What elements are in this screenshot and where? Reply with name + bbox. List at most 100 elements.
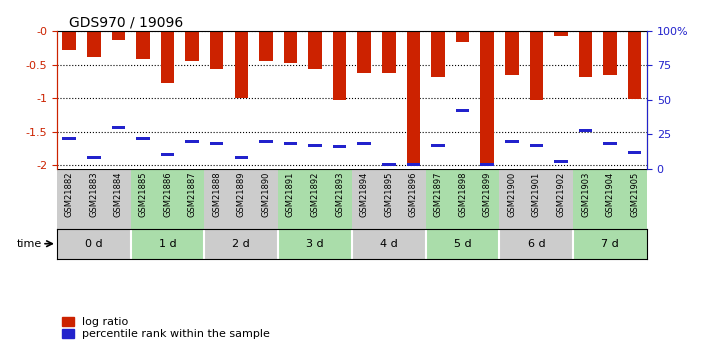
Bar: [210, 142, 223, 145]
Bar: [382, 163, 395, 166]
Text: GSM21893: GSM21893: [335, 171, 344, 217]
Bar: [352, 229, 426, 259]
Bar: [628, 150, 641, 154]
Bar: [63, 137, 76, 140]
Bar: [450, 168, 475, 229]
Bar: [229, 168, 254, 229]
Bar: [205, 168, 229, 229]
Bar: [205, 229, 278, 259]
Bar: [505, 139, 518, 142]
Bar: [106, 168, 131, 229]
Bar: [63, 31, 76, 50]
Bar: [407, 31, 420, 165]
Bar: [309, 144, 322, 147]
Bar: [358, 142, 371, 145]
Text: 7 d: 7 d: [602, 239, 619, 249]
Text: GSM21895: GSM21895: [385, 171, 393, 217]
Bar: [131, 168, 155, 229]
Bar: [554, 31, 567, 36]
Bar: [155, 168, 180, 229]
Bar: [278, 168, 303, 229]
Bar: [499, 168, 524, 229]
Bar: [284, 31, 297, 62]
Text: 2 d: 2 d: [232, 239, 250, 249]
Text: GSM21904: GSM21904: [606, 171, 614, 217]
Bar: [87, 31, 100, 57]
Bar: [499, 229, 573, 259]
Bar: [278, 229, 352, 259]
Bar: [210, 31, 223, 69]
Text: GSM21883: GSM21883: [90, 171, 98, 217]
Bar: [284, 142, 297, 145]
Bar: [137, 31, 150, 59]
Text: GSM21894: GSM21894: [360, 171, 369, 217]
Text: 3 d: 3 d: [306, 239, 324, 249]
Bar: [112, 31, 125, 40]
Text: time: time: [17, 239, 42, 249]
Text: GSM21890: GSM21890: [262, 171, 270, 217]
Bar: [554, 160, 567, 163]
Text: GSM21897: GSM21897: [434, 171, 442, 217]
Text: GSM21889: GSM21889: [237, 171, 246, 217]
Bar: [475, 168, 499, 229]
Bar: [628, 31, 641, 99]
Bar: [505, 31, 518, 75]
Bar: [579, 129, 592, 131]
Bar: [426, 168, 450, 229]
Bar: [186, 139, 199, 142]
Bar: [604, 142, 617, 145]
Bar: [622, 168, 647, 229]
Text: GSM21885: GSM21885: [139, 171, 147, 217]
Text: GSM21900: GSM21900: [507, 171, 516, 217]
Text: 1 d: 1 d: [159, 239, 176, 249]
Text: GSM21901: GSM21901: [532, 171, 541, 217]
Text: GSM21884: GSM21884: [114, 171, 123, 217]
Bar: [161, 31, 174, 83]
Bar: [254, 168, 278, 229]
Legend: log ratio, percentile rank within the sample: log ratio, percentile rank within the sa…: [63, 317, 270, 339]
Bar: [573, 229, 647, 259]
Bar: [407, 163, 420, 166]
Bar: [377, 168, 401, 229]
Bar: [481, 31, 494, 163]
Bar: [579, 31, 592, 77]
Bar: [57, 168, 82, 229]
Bar: [382, 31, 395, 73]
Bar: [180, 168, 205, 229]
Bar: [309, 31, 322, 69]
Text: GSM21887: GSM21887: [188, 171, 197, 217]
Bar: [112, 126, 125, 129]
Text: GSM21888: GSM21888: [212, 171, 221, 217]
Bar: [456, 31, 469, 42]
Bar: [573, 168, 598, 229]
Text: GSM21903: GSM21903: [581, 171, 590, 217]
Bar: [235, 31, 248, 98]
Bar: [432, 144, 445, 147]
Bar: [352, 168, 377, 229]
Bar: [327, 168, 352, 229]
Text: GSM21902: GSM21902: [557, 171, 565, 217]
Bar: [235, 156, 248, 159]
Text: GSM21882: GSM21882: [65, 171, 74, 217]
Bar: [432, 31, 445, 77]
Bar: [137, 137, 150, 140]
Text: 4 d: 4 d: [380, 239, 397, 249]
Bar: [161, 153, 174, 156]
Bar: [456, 109, 469, 112]
Bar: [530, 144, 543, 147]
Text: GSM21905: GSM21905: [630, 171, 639, 217]
Text: GSM21896: GSM21896: [409, 171, 418, 217]
Text: 6 d: 6 d: [528, 239, 545, 249]
Bar: [481, 163, 494, 166]
Bar: [259, 139, 272, 142]
Text: 5 d: 5 d: [454, 239, 471, 249]
Bar: [57, 229, 131, 259]
Bar: [186, 31, 199, 61]
Bar: [303, 168, 327, 229]
Text: GSM21886: GSM21886: [163, 171, 172, 217]
Bar: [598, 168, 622, 229]
Bar: [259, 31, 272, 61]
Bar: [333, 145, 346, 148]
Bar: [530, 31, 543, 100]
Bar: [131, 229, 205, 259]
